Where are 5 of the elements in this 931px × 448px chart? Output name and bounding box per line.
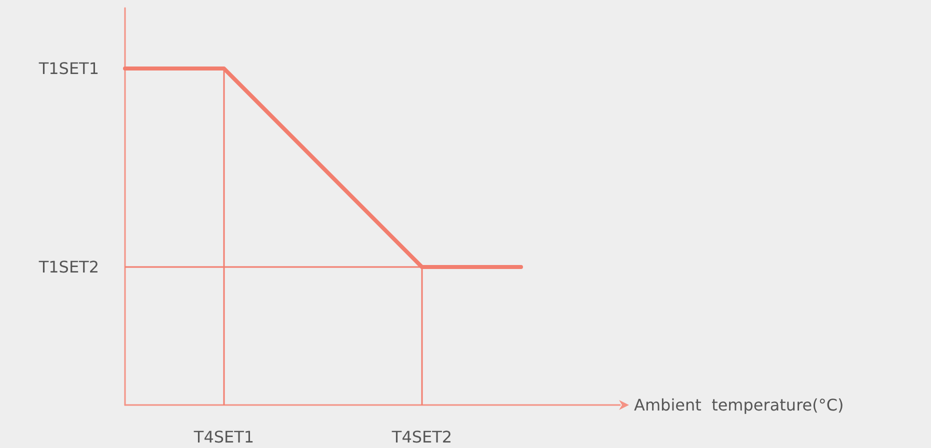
x-axis-title: Ambient temperature(°C) bbox=[634, 396, 844, 414]
x-tick-label: T4SET1 bbox=[192, 428, 254, 446]
x-tick-label: T4SET2 bbox=[390, 428, 452, 446]
text: T1SET1 bbox=[38, 59, 99, 78]
ref-line-label: T1SET2 bbox=[38, 258, 99, 277]
